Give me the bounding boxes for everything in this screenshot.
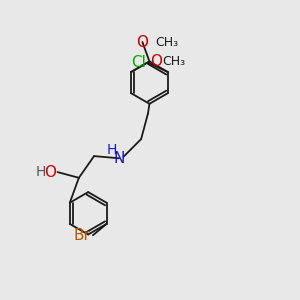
- Text: O: O: [150, 54, 162, 69]
- Text: Br: Br: [74, 228, 91, 243]
- Text: H: H: [35, 165, 46, 179]
- Text: H: H: [106, 143, 117, 157]
- Text: CH₃: CH₃: [162, 55, 185, 68]
- Text: N: N: [113, 151, 125, 166]
- Text: Cl: Cl: [131, 55, 146, 70]
- Text: O: O: [136, 34, 148, 50]
- Text: O: O: [44, 165, 56, 180]
- Text: CH₃: CH₃: [155, 35, 178, 49]
